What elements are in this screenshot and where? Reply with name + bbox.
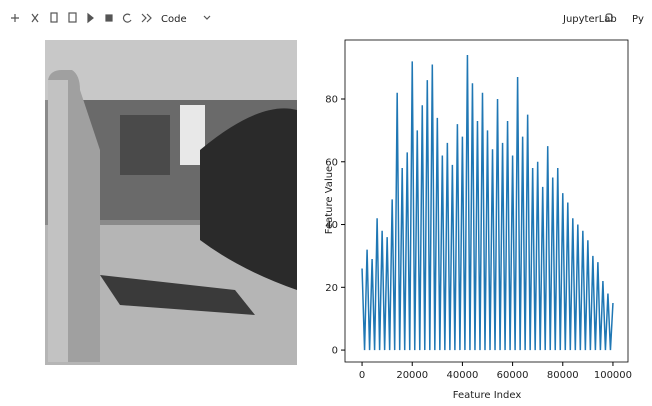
cell-type[interactable]: Code — [161, 14, 187, 25]
y-tick-label: 20 — [325, 283, 338, 294]
restart-icon[interactable] — [122, 13, 132, 23]
x-tick-label: 40000 — [447, 370, 479, 381]
data-line — [361, 55, 614, 351]
copy-icon[interactable] — [50, 12, 58, 23]
y-tick-label: 60 — [325, 157, 338, 168]
chart: Feature Value Feature Index — [324, 166, 521, 401]
x-tick-label: 80000 — [547, 370, 579, 381]
y-tick-label: 0 — [332, 346, 338, 357]
run-icon[interactable] — [87, 12, 94, 24]
x-axis-label: Feature Index — [453, 390, 522, 401]
kernel-name: Py — [632, 14, 644, 25]
y-tick-label: 40 — [325, 220, 338, 231]
run-all-icon[interactable] — [141, 13, 152, 23]
y-tick-label: 80 — [325, 95, 338, 106]
app-name[interactable]: JupyterLab — [562, 14, 617, 25]
photo — [45, 40, 297, 365]
toolbar-icons — [11, 12, 613, 24]
x-tick-label: 0 — [359, 370, 365, 381]
cut-icon[interactable] — [31, 13, 39, 23]
plot-frame — [344, 39, 629, 363]
y-axis-label: Feature Value — [324, 166, 335, 234]
kernel-status — [605, 13, 613, 22]
x-tick-label: 60000 — [497, 370, 529, 381]
x-tick-label: 20000 — [396, 370, 428, 381]
stop-icon[interactable] — [105, 14, 113, 22]
x-tick-label: 100000 — [594, 370, 632, 381]
paste-icon[interactable] — [68, 12, 77, 23]
add-icon[interactable] — [11, 14, 19, 22]
dropdown-arrow[interactable] — [203, 15, 211, 20]
